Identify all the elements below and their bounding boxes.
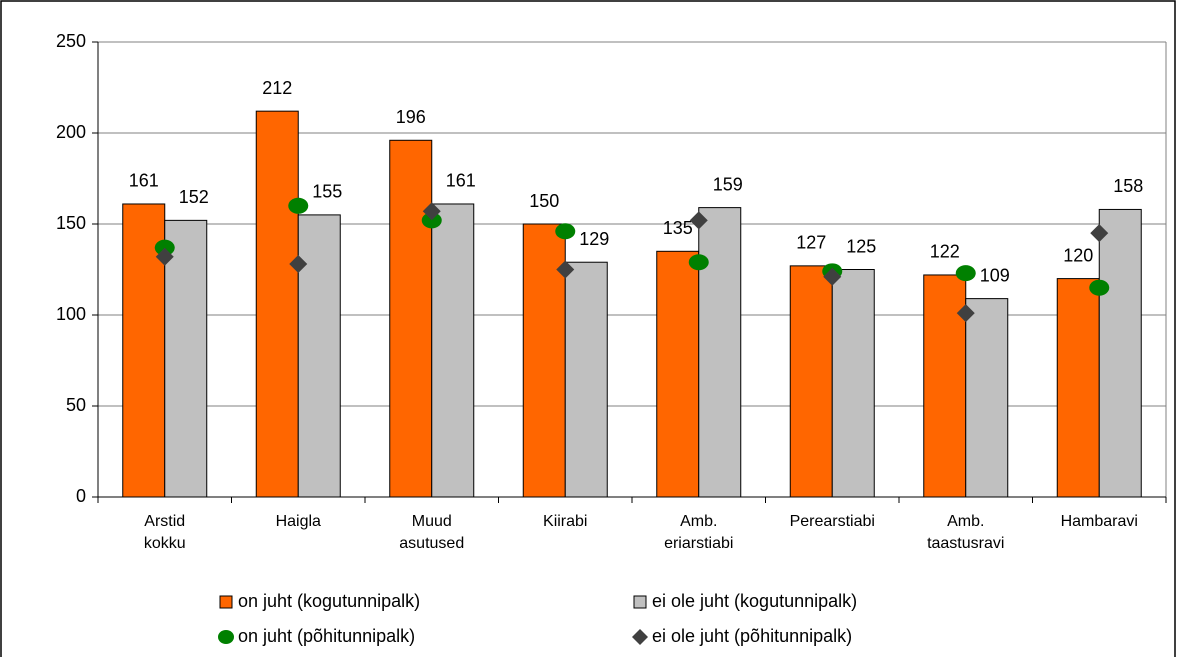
- marker-diamond: [823, 267, 842, 286]
- bar: [522, 223, 566, 498]
- x-tick-label: Amb. eriarstiabi: [664, 513, 734, 552]
- data-label: 161: [129, 171, 159, 191]
- data-label: 120: [1063, 245, 1093, 265]
- data-label: 161: [446, 171, 476, 191]
- bar: [965, 298, 1009, 498]
- bar: [698, 207, 742, 498]
- legend-swatch: [218, 630, 234, 644]
- data-label: 109: [980, 265, 1010, 285]
- data-label: 152: [179, 187, 209, 207]
- legend-swatch: [632, 629, 648, 645]
- marker-diamond: [956, 304, 975, 323]
- y-tick-label: 50: [66, 395, 86, 415]
- bar: [1098, 208, 1142, 498]
- legend-swatch: [633, 595, 647, 609]
- marker-circle: [688, 254, 709, 271]
- bar: [831, 269, 875, 498]
- data-label: 125: [846, 236, 876, 256]
- data-label: 159: [713, 174, 743, 194]
- marker-circle: [288, 197, 309, 214]
- bar: [431, 203, 475, 498]
- marker-diamond: [289, 255, 308, 274]
- y-tick-label: 250: [56, 31, 86, 51]
- bar: [164, 219, 208, 498]
- marker-circle: [955, 265, 976, 282]
- marker-diamond: [689, 211, 708, 230]
- data-label: 129: [579, 229, 609, 249]
- bar: [255, 110, 299, 498]
- marker-diamond: [422, 202, 441, 221]
- legend-label: on juht (põhitunnipalk): [238, 626, 415, 646]
- data-label: 212: [262, 78, 292, 98]
- data-label: 135: [663, 218, 693, 238]
- y-tick-label: 0: [76, 486, 86, 506]
- bar: [1056, 278, 1100, 498]
- bar: [297, 214, 341, 498]
- data-label: 122: [930, 242, 960, 262]
- marker-circle: [154, 239, 175, 256]
- marker-diamond: [155, 247, 174, 266]
- data-label: 158: [1113, 176, 1143, 196]
- x-tick-label: Amb. taastusravi: [927, 513, 1005, 552]
- marker-circle: [421, 212, 442, 229]
- x-tick-label: Haigla: [275, 513, 321, 530]
- legend-label: ei ole juht (kogutunnipalk): [652, 591, 857, 611]
- data-label: 155: [312, 182, 342, 202]
- legend-swatch: [219, 595, 233, 609]
- x-tick-label: Muud asutused: [399, 513, 465, 552]
- x-tick-label: Arstid kokku: [143, 513, 186, 552]
- data-label: 196: [396, 107, 426, 127]
- x-tick-label: Kiirabi: [543, 513, 588, 530]
- marker-circle: [555, 223, 576, 240]
- bar: [789, 265, 833, 498]
- bar: [923, 274, 967, 498]
- y-tick-label: 150: [56, 213, 86, 233]
- marker-diamond: [1090, 224, 1109, 243]
- x-tick-label: Hambaravi: [1060, 513, 1138, 530]
- legend-label: ei ole juht (põhitunnipalk): [652, 626, 852, 646]
- bar: [389, 139, 433, 498]
- y-tick-label: 200: [56, 122, 86, 142]
- legend-label: on juht (kogutunnipalk): [238, 591, 420, 611]
- data-label: 127: [796, 233, 826, 253]
- y-tick-label: 100: [56, 304, 86, 324]
- bar: [564, 261, 608, 498]
- x-tick-label: Perearstiabi: [789, 513, 875, 530]
- data-label: 150: [529, 191, 559, 211]
- marker-circle: [1089, 279, 1110, 296]
- marker-diamond: [556, 260, 575, 279]
- bar: [656, 250, 700, 498]
